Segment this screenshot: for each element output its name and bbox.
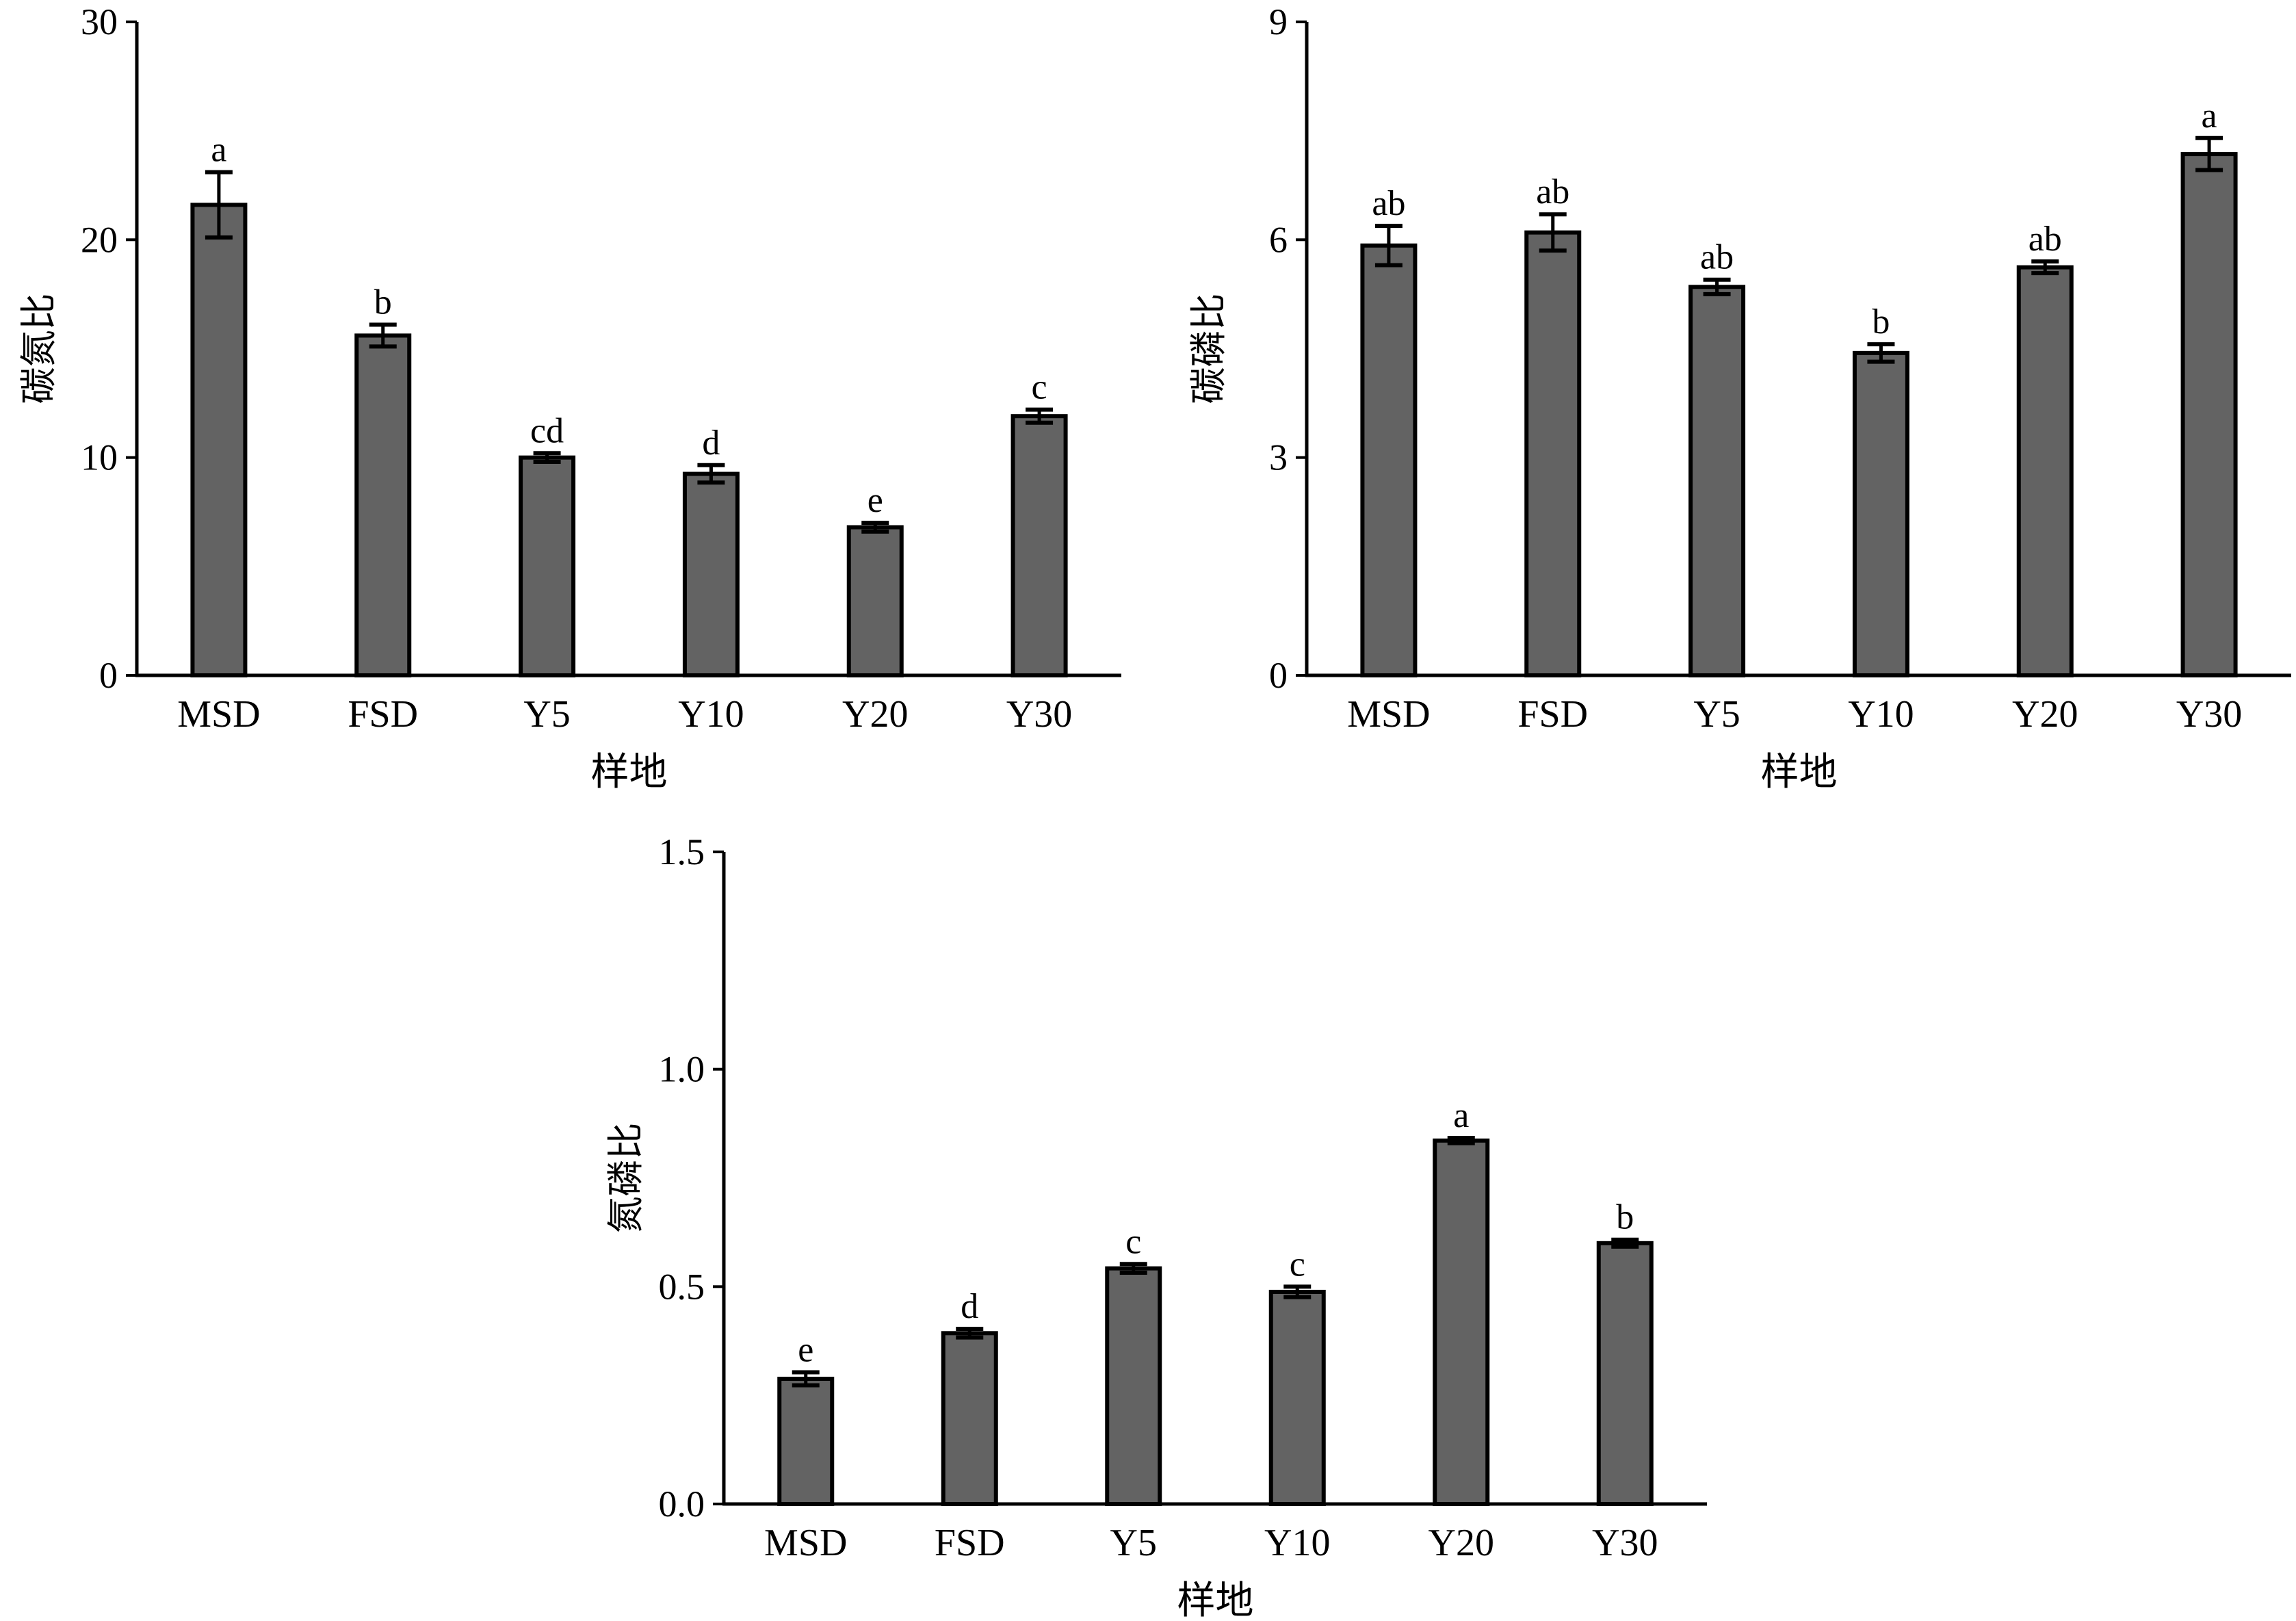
significance-letter: c — [1125, 1222, 1141, 1261]
bar-Y5 — [1688, 285, 1746, 677]
y-tick-label: 20 — [81, 219, 118, 260]
significance-letter: d — [961, 1287, 978, 1326]
significance-letter: e — [867, 481, 883, 520]
y-tick-label: 30 — [81, 1, 118, 42]
bar-FSD — [1524, 230, 1582, 677]
x-tick-label: FSD — [935, 1522, 1005, 1564]
significance-letter: a — [2202, 96, 2217, 135]
x-tick-label: Y20 — [842, 693, 908, 736]
bar-Y30 — [1596, 1241, 1654, 1507]
x-tick-label: MSD — [1347, 693, 1430, 736]
y-tick-label: 9 — [1269, 1, 1288, 42]
significance-letter: a — [211, 131, 226, 170]
x-tick-label: FSD — [348, 693, 418, 736]
x-tick-label: Y30 — [1006, 693, 1072, 736]
bar-MSD — [1360, 243, 1418, 678]
y-tick-label: 10 — [81, 437, 118, 478]
y-tick-label: 0.5 — [659, 1266, 705, 1307]
chart-panel-1: 0 10 20 30 a MSD b FSD cd Y5 d Y10 e Y20 c Y30 样地 碳氮比 — [18, 1, 1121, 794]
chart-panel-3: 0.0 0.5 1.0 1.5 e MSD d FSD c Y5 c Y10 a Y20 b Y30 样地 氮磷比 — [605, 831, 1707, 1621]
x-tick-label: Y30 — [1592, 1522, 1658, 1564]
x-axis-label: 样地 — [591, 751, 668, 794]
bar-Y30 — [2180, 152, 2238, 678]
significance-letter: d — [702, 424, 720, 463]
x-tick-label: FSD — [1517, 693, 1588, 736]
bar-FSD — [354, 333, 412, 677]
x-tick-label: Y10 — [1264, 1522, 1330, 1564]
significance-letter: b — [1616, 1198, 1634, 1237]
bar-Y10 — [682, 471, 740, 678]
significance-letter: ab — [1536, 172, 1569, 211]
x-tick-label: Y5 — [1110, 1522, 1157, 1564]
significance-letter: ab — [1700, 238, 1734, 277]
y-tick-label: 1.0 — [659, 1049, 705, 1090]
bar-Y10 — [1268, 1289, 1326, 1506]
significance-letter: cd — [530, 411, 564, 450]
y-tick-label: 0.0 — [659, 1483, 705, 1525]
bar-MSD — [190, 203, 248, 677]
significance-letter: ab — [2028, 220, 2062, 259]
x-tick-label: Y30 — [2176, 693, 2242, 736]
y-axis-label: 碳磷比 — [1188, 294, 1229, 404]
x-tick-label: MSD — [177, 693, 260, 736]
y-tick-label: 0 — [99, 655, 118, 696]
bar-Y30 — [1010, 414, 1068, 678]
y-axis-label: 碳氮比 — [18, 294, 60, 404]
significance-letter: a — [1453, 1096, 1469, 1135]
significance-letter: e — [798, 1330, 813, 1369]
bar-Y20 — [846, 525, 904, 677]
bar-MSD — [777, 1377, 835, 1507]
x-axis-label: 样地 — [1761, 751, 1838, 794]
y-tick-label: 6 — [1269, 219, 1288, 260]
bar-Y20 — [2016, 265, 2074, 677]
x-tick-label: Y5 — [523, 693, 570, 736]
chart-panel-2: 0 3 6 9 ab MSD ab FSD ab Y5 b Y10 ab Y20 a Y30 样地 碳磷比 — [1188, 1, 2291, 794]
significance-letter: ab — [1372, 184, 1405, 223]
significance-letter: c — [1290, 1245, 1305, 1284]
bar-FSD — [941, 1331, 998, 1506]
y-tick-label: 1.5 — [659, 831, 705, 872]
y-axis-label: 氮磷比 — [605, 1123, 647, 1234]
bar-Y10 — [1852, 350, 1909, 677]
y-tick-label: 0 — [1269, 655, 1288, 696]
significance-letter: b — [1872, 302, 1890, 341]
y-tick-label: 3 — [1269, 437, 1288, 478]
x-tick-label: Y20 — [2012, 693, 2078, 736]
x-tick-label: MSD — [764, 1522, 847, 1564]
x-tick-label: Y10 — [678, 693, 744, 736]
significance-letter: b — [374, 283, 392, 322]
bar-Y5 — [519, 455, 576, 678]
x-tick-label: Y5 — [1693, 693, 1740, 736]
x-tick-label: Y20 — [1429, 1522, 1494, 1564]
bar-Y20 — [1433, 1138, 1490, 1506]
x-tick-label: Y10 — [1848, 693, 1914, 736]
x-axis-label: 样地 — [1177, 1580, 1254, 1621]
bar-Y5 — [1105, 1266, 1162, 1506]
significance-letter: c — [1032, 368, 1047, 407]
